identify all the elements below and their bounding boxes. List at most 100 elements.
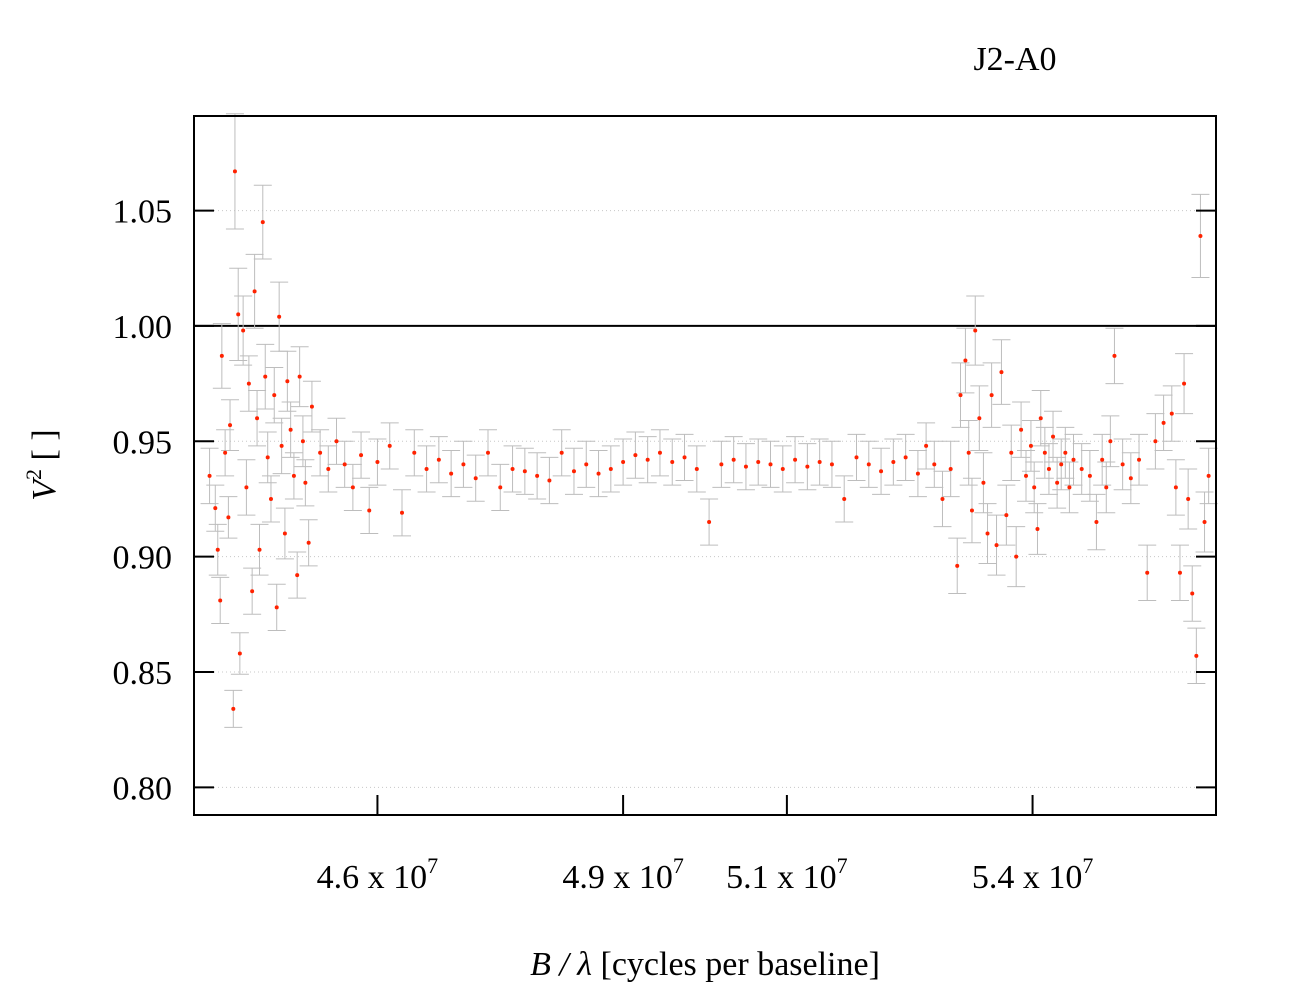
data-point [694,466,699,471]
data-point [485,450,490,455]
data-point [608,466,613,471]
y-axis-label-exponent: 2 [21,469,46,480]
y-axis-label: V2 [ ] [21,429,63,500]
data-point [731,457,736,462]
data-point [309,404,314,409]
data-point [1004,513,1009,518]
data-point [969,508,974,513]
x-tick-label: 4.9 x 107 [562,853,684,896]
data-point [1145,570,1150,575]
data-point [231,706,236,711]
data-point [958,393,963,398]
data-point [1169,411,1174,416]
data-point [288,427,293,432]
data-point [350,485,355,490]
data-point [375,460,380,465]
data-point [584,462,589,467]
data-point [670,460,675,465]
data-point [940,496,945,501]
data-point [924,443,929,448]
y-tick-label: 0.95 [113,424,173,461]
error-bars [200,113,1218,728]
data-point [866,462,871,467]
data-point [1186,496,1191,501]
data-point [213,506,218,511]
data-point [342,462,347,467]
data-point [237,651,242,656]
data-point [1038,416,1043,421]
data-point [1059,462,1064,467]
data-point [1019,427,1024,432]
data-point [279,443,284,448]
x-axis-label: B / λ [cycles per baseline] [530,946,880,983]
data-point [1108,439,1113,444]
data-point [854,455,859,460]
data-point [268,496,273,501]
data-point [300,439,305,444]
data-point [903,455,908,460]
data-point [1032,485,1037,490]
y-axis-label-unit: [ ] [26,429,63,469]
y-tick-label: 1.00 [113,309,173,346]
data-point [226,515,231,520]
data-point [1190,591,1195,596]
data-point [1104,485,1109,490]
data-point [981,480,986,485]
data-point [963,358,968,363]
data-point [1100,457,1105,462]
data-point [1120,462,1125,467]
data-point [244,485,249,490]
data-point [1194,653,1199,658]
data-point [218,598,223,603]
data-point [707,520,712,525]
data-point [223,450,228,455]
data-point [400,510,405,515]
data-point [966,450,971,455]
data-point [236,312,241,317]
plot-frame [193,115,1217,816]
data-point [1206,473,1211,478]
data-point [682,455,687,460]
data-point [255,416,260,421]
data-point [633,453,638,458]
data-point [1198,233,1203,238]
data-point [842,496,847,501]
data-point [1055,480,1060,485]
y-tick-label: 0.85 [113,655,173,692]
data-point [780,466,785,471]
data-point [473,476,478,481]
data-point [449,471,454,476]
data-point [334,439,339,444]
data-point [1153,439,1158,444]
x-tick-label: 5.4 x 107 [972,853,1094,896]
data-point [246,381,251,386]
data-point [1028,443,1033,448]
data-point [793,457,798,462]
data-point [277,314,282,319]
data-point [547,478,552,483]
data-point [412,450,417,455]
y-tick-labels: 0.80 0.85 0.90 0.95 1.00 1.05 [113,194,173,808]
data-point [295,573,300,578]
data-point [282,531,287,536]
data-point [915,471,920,476]
data-point [955,563,960,568]
data-point [285,379,290,384]
data-point [1009,450,1014,455]
data-point [989,393,994,398]
data-point [985,531,990,536]
data-point [973,328,978,333]
data-point [241,328,246,333]
axis-ticks [194,209,1216,815]
data-point [571,469,576,474]
data-point [559,450,564,455]
data-point [1161,420,1166,425]
data-point [879,469,884,474]
chart-title: J2-A0 [973,41,1056,78]
data-point [1182,381,1187,386]
data-point [1202,520,1207,525]
data-point [817,460,822,465]
data-point [535,473,540,478]
data-point [215,547,220,552]
data-point [232,169,237,174]
